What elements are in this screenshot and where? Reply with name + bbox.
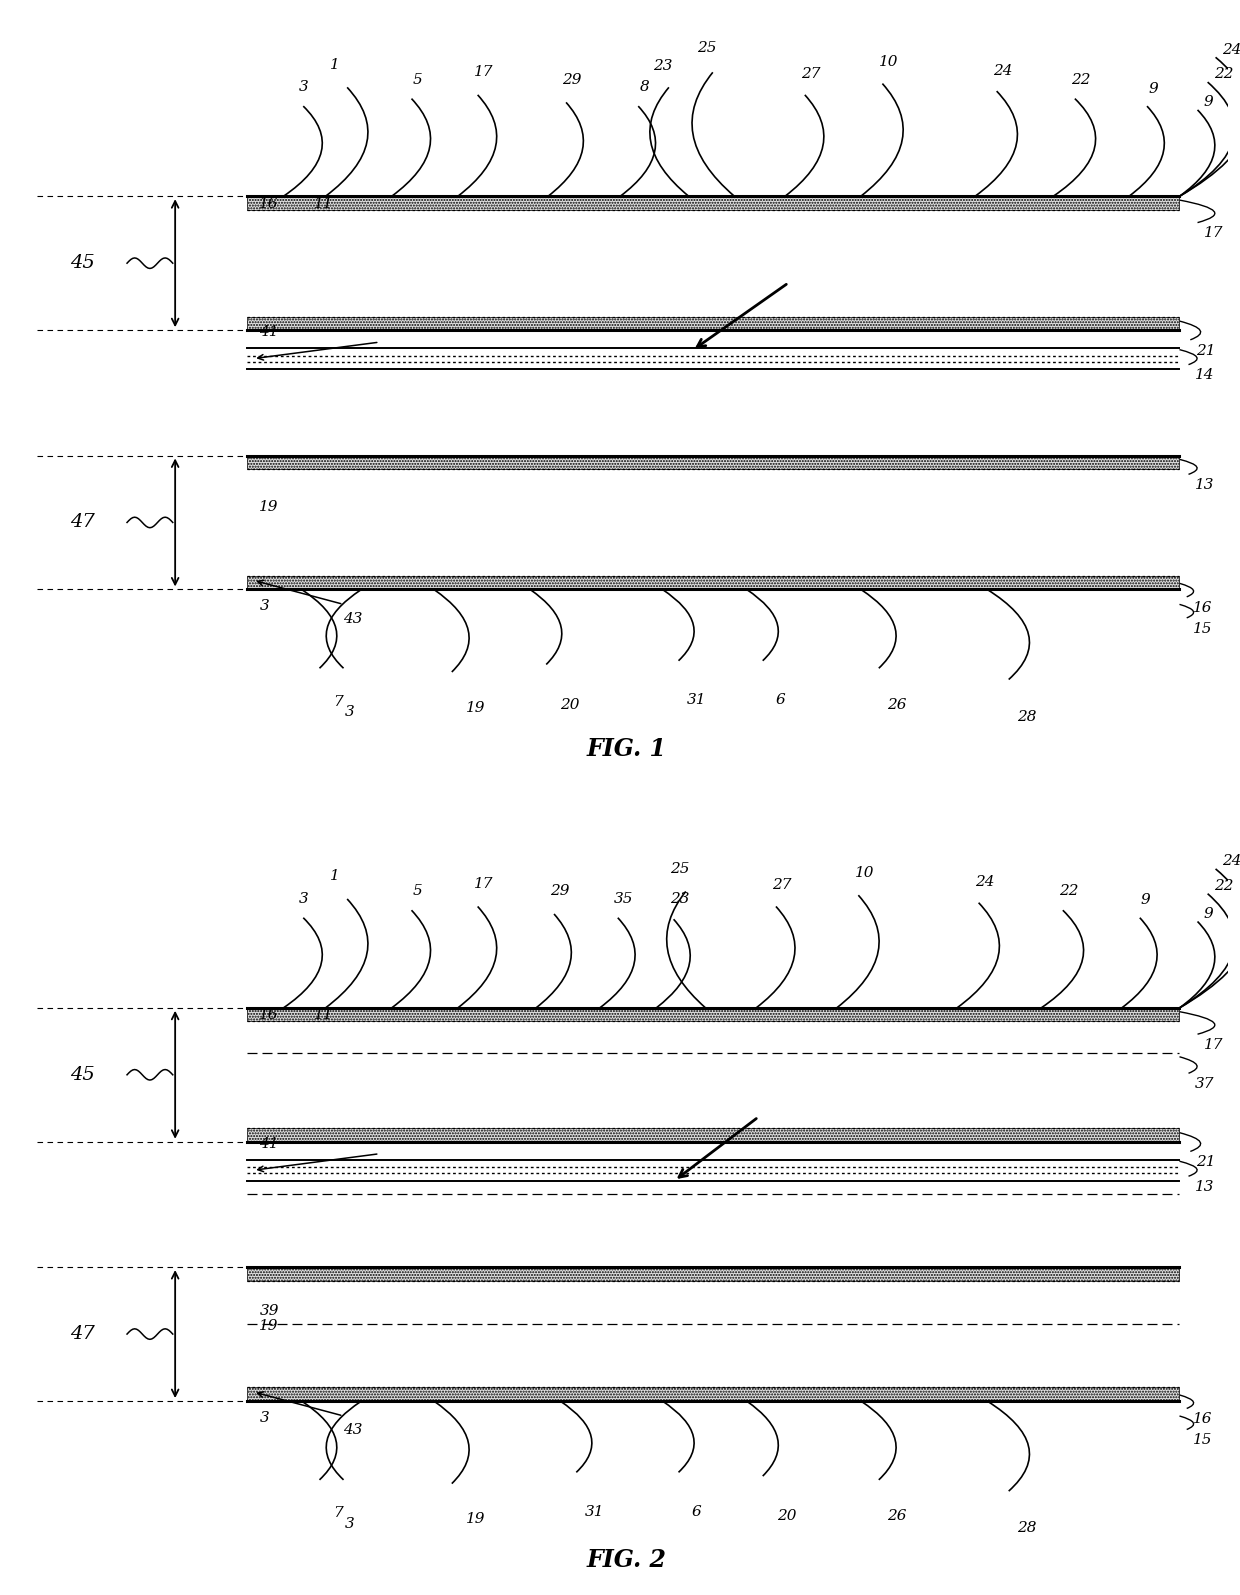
Text: 37: 37	[1194, 1077, 1214, 1091]
Text: 17: 17	[474, 65, 494, 80]
Text: 3: 3	[299, 80, 308, 94]
Bar	[247, 1266, 1179, 1281]
Bar	[247, 316, 1179, 330]
Text: 31: 31	[687, 694, 707, 707]
Text: 43: 43	[343, 612, 363, 625]
Text: 17: 17	[1204, 1038, 1223, 1053]
Text: 13: 13	[1194, 478, 1214, 493]
Text: 23: 23	[670, 892, 689, 906]
Text: 39: 39	[259, 1305, 279, 1319]
Text: 24: 24	[1221, 43, 1240, 56]
Text: 47: 47	[71, 1325, 95, 1343]
Bar	[247, 576, 1179, 589]
Text: 6: 6	[776, 694, 786, 707]
Text: 21: 21	[1197, 1155, 1216, 1169]
Text: 26: 26	[887, 699, 906, 711]
Text: 16: 16	[259, 196, 279, 211]
Text: 16: 16	[259, 1008, 279, 1022]
Text: 1: 1	[330, 869, 340, 884]
Text: 19: 19	[466, 1512, 486, 1526]
Text: 27: 27	[801, 67, 821, 81]
Text: 45: 45	[71, 1065, 95, 1083]
Text: 15: 15	[1193, 1434, 1213, 1447]
Bar	[247, 1388, 1179, 1400]
Text: 9: 9	[1204, 906, 1213, 920]
Bar	[247, 456, 1179, 469]
Text: 47: 47	[71, 514, 95, 531]
Text: 19: 19	[259, 1319, 279, 1333]
Text: 22: 22	[1214, 879, 1233, 893]
Text: 9: 9	[1148, 81, 1158, 96]
Bar	[247, 196, 1179, 211]
Text: 16: 16	[1193, 1412, 1213, 1426]
Text: 21: 21	[1197, 343, 1216, 357]
Text: 10: 10	[879, 54, 898, 69]
Text: 25: 25	[670, 861, 689, 876]
Bar	[247, 1128, 1179, 1142]
Text: 7: 7	[332, 1506, 342, 1520]
Text: 7: 7	[332, 695, 342, 708]
Text: 26: 26	[887, 1509, 906, 1523]
Text: 11: 11	[314, 196, 334, 211]
Text: 45: 45	[71, 254, 95, 273]
Text: 11: 11	[314, 1008, 334, 1022]
Text: 27: 27	[773, 879, 791, 892]
Text: 24: 24	[993, 64, 1012, 78]
Text: 5: 5	[413, 884, 423, 898]
Text: 13: 13	[1194, 1180, 1214, 1195]
Text: 19: 19	[259, 501, 279, 514]
Bar	[247, 1008, 1179, 1421]
Text: 29: 29	[562, 73, 582, 86]
Text: 29: 29	[551, 884, 570, 898]
Text: 25: 25	[697, 41, 717, 54]
Text: 43: 43	[343, 1423, 363, 1437]
Text: 10: 10	[854, 866, 874, 880]
Text: 3: 3	[299, 892, 308, 906]
Text: 3: 3	[259, 1412, 269, 1424]
Text: 9: 9	[1141, 893, 1151, 908]
Text: 22: 22	[1071, 73, 1091, 86]
Text: 16: 16	[1193, 601, 1213, 614]
Text: 19: 19	[466, 700, 486, 715]
Text: 20: 20	[560, 699, 580, 711]
Text: 3: 3	[259, 600, 269, 614]
Text: 5: 5	[413, 73, 423, 86]
Text: 31: 31	[584, 1506, 604, 1518]
Text: 1: 1	[330, 57, 340, 72]
Text: 17: 17	[1204, 226, 1223, 241]
Text: 28: 28	[1017, 1522, 1037, 1536]
Text: 15: 15	[1193, 622, 1213, 636]
Text: 24: 24	[975, 876, 994, 888]
Text: 14: 14	[1194, 368, 1214, 383]
Text: FIG. 1: FIG. 1	[587, 737, 666, 761]
Text: 22: 22	[1214, 67, 1233, 81]
Text: FIG. 2: FIG. 2	[587, 1549, 666, 1573]
Text: 9: 9	[1204, 96, 1213, 108]
Text: 28: 28	[1017, 710, 1037, 724]
Text: 24: 24	[1221, 855, 1240, 868]
Text: 41: 41	[259, 1137, 279, 1150]
Text: 3: 3	[345, 1517, 355, 1531]
Text: 3: 3	[345, 705, 355, 719]
Text: 8: 8	[640, 80, 649, 94]
Text: 20: 20	[777, 1509, 796, 1523]
Text: 6: 6	[692, 1506, 702, 1518]
Text: 22: 22	[1059, 884, 1079, 898]
Bar	[247, 1008, 1179, 1021]
Bar	[247, 196, 1179, 609]
Text: 23: 23	[653, 59, 672, 73]
Text: 41: 41	[259, 325, 279, 340]
Text: 35: 35	[614, 892, 634, 906]
Text: 17: 17	[474, 877, 494, 890]
